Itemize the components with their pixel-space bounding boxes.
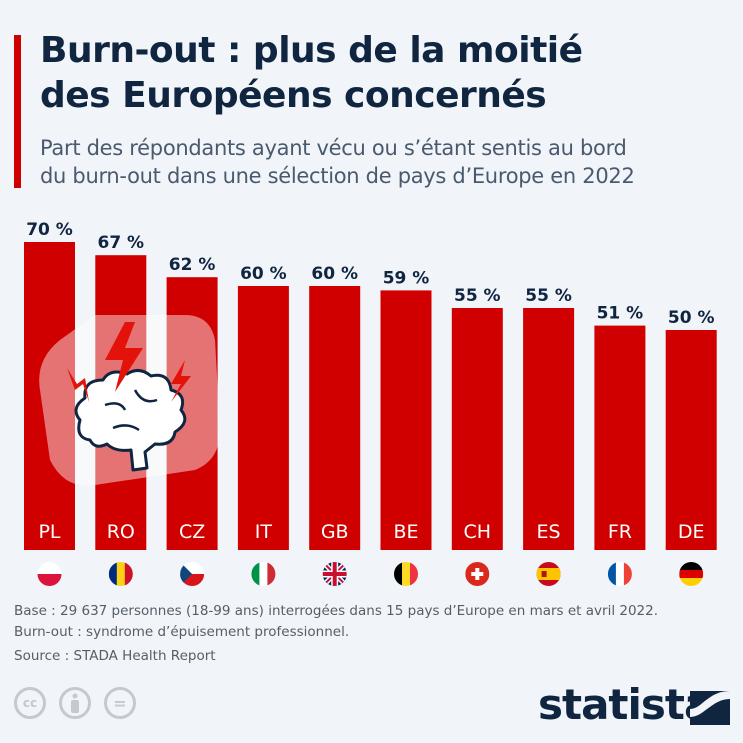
flag-PL-icon bbox=[37, 562, 62, 586]
category-label-ES: ES bbox=[537, 521, 561, 543]
flag-CH-icon bbox=[465, 562, 490, 586]
bar-GB bbox=[309, 286, 361, 550]
subtitle-line-2: du burn-out dans une sélection de pays d… bbox=[40, 164, 635, 188]
value-label-RO: 67 % bbox=[97, 233, 144, 253]
flag-BE-icon bbox=[394, 562, 418, 586]
page-title: Burn-out : plus de la moitié des Europée… bbox=[40, 28, 583, 118]
source: Source : STADA Health Report bbox=[14, 648, 216, 664]
value-label-IT: 60 % bbox=[240, 264, 287, 284]
footnote-definition: Burn-out : syndrome d’épuisement profess… bbox=[14, 624, 350, 640]
eq-label: = bbox=[113, 693, 127, 713]
category-label-CH: CH bbox=[464, 521, 492, 543]
category-label-CZ: CZ bbox=[179, 521, 205, 543]
value-label-DE: 50 % bbox=[668, 308, 715, 328]
statista-logo-icon bbox=[690, 691, 730, 725]
title-line-1: Burn-out : plus de la moitié bbox=[40, 30, 583, 71]
bar-chart: 70 % PL 67 % RO 62 % CZ 60 % IT 60 % GB 59 % BE 55 %… bbox=[24, 220, 717, 586]
bar-BE bbox=[380, 290, 432, 550]
value-label-PL: 70 % bbox=[26, 220, 73, 240]
statista-logo[interactable]: statista bbox=[538, 680, 712, 729]
category-label-PL: PL bbox=[38, 521, 60, 543]
value-label-ES: 55 % bbox=[525, 286, 572, 306]
attribution-icon[interactable] bbox=[59, 687, 91, 719]
value-label-FR: 51 % bbox=[597, 304, 644, 324]
no-derivatives-icon[interactable]: = bbox=[104, 687, 136, 719]
value-label-BE: 59 % bbox=[383, 268, 430, 288]
value-label-GB: 60 % bbox=[311, 264, 358, 284]
cc-icon[interactable]: cc bbox=[14, 687, 46, 719]
category-label-BE: BE bbox=[393, 521, 418, 543]
bar-DE bbox=[665, 330, 717, 550]
bar-FR bbox=[594, 325, 646, 550]
flag-DE-icon bbox=[679, 562, 704, 586]
brain-lightning-icon bbox=[39, 315, 220, 486]
subtitle: Part des répondants ayant vécu ou s’étan… bbox=[40, 134, 635, 190]
category-label-GB: GB bbox=[321, 521, 349, 543]
category-label-FR: FR bbox=[608, 521, 632, 543]
category-label-RO: RO bbox=[107, 521, 135, 543]
value-label-CZ: 62 % bbox=[169, 255, 216, 275]
title-line-2: des Européens concernés bbox=[40, 75, 547, 116]
flag-IT-icon bbox=[251, 562, 276, 586]
flag-RO-icon bbox=[108, 562, 133, 586]
category-label-DE: DE bbox=[678, 521, 705, 543]
footnote-base: Base : 29 637 personnes (18-99 ans) inte… bbox=[14, 603, 659, 619]
value-label-CH: 55 % bbox=[454, 286, 501, 306]
cc-label: cc bbox=[22, 696, 38, 710]
title-accent-bar bbox=[14, 35, 21, 188]
category-label-IT: IT bbox=[255, 521, 273, 543]
flag-CZ-icon bbox=[180, 562, 205, 586]
bar-CH bbox=[451, 308, 503, 550]
flag-ES-icon bbox=[536, 562, 561, 586]
subtitle-line-1: Part des répondants ayant vécu ou s’étan… bbox=[40, 136, 627, 160]
bar-PL bbox=[24, 242, 75, 550]
bar-IT bbox=[237, 286, 289, 550]
flag-GB-icon bbox=[322, 562, 347, 586]
bar-ES bbox=[523, 308, 575, 550]
flag-FR-icon bbox=[607, 562, 632, 586]
